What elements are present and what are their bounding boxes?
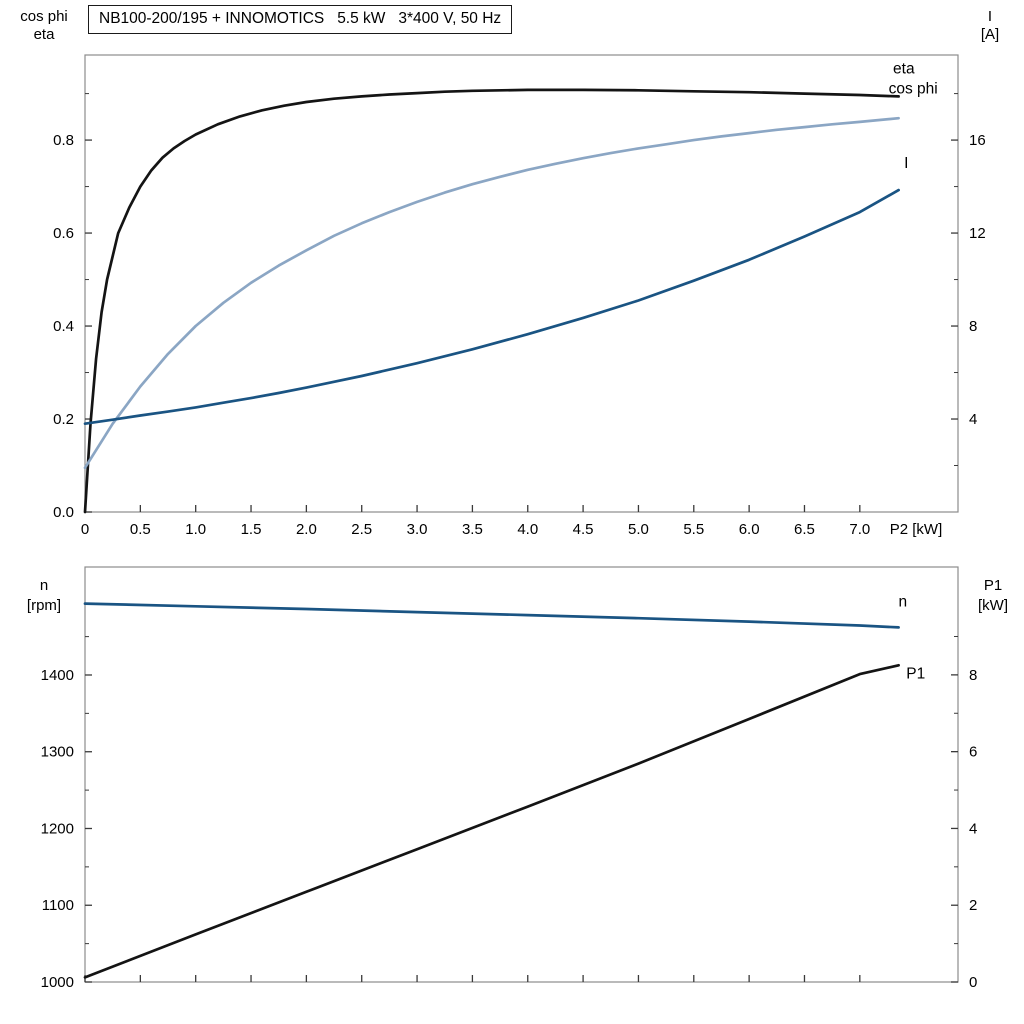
x-tick-label: 2.0 [296,521,317,538]
chart-motor-curves-top: 0 0.5 1.0 1.5 2.0 2.5 3.0 3.5 4.0 4.5 5.0 5.5 6.0 6.5… [20,8,999,538]
x-tick-label: 1.5 [241,521,262,538]
curve-speed [83,602,900,629]
y-right-tick-label: 8 [969,667,977,684]
y-right-tick-label: 4 [969,411,977,428]
y-right-axis-title: [A] [981,26,999,43]
y-left-tick-label: 0.0 [53,504,74,521]
y-right-tick-label: 4 [969,820,977,837]
curve-label-current: I [904,155,908,172]
chart-speed-power-bottom: 1000 1100 1200 1300 1400 0 2 4 6 8 n [rpm] P1 [kW] n P1 [27,566,1008,991]
y-left-tick-label: 0.8 [53,132,74,149]
y-left-axis-title: cos phi [20,8,68,25]
chart-title-box: NB100-200/195 + INNOMOTICS 5.5 kW 3*400 … [88,5,513,34]
x-tick-label: 5.5 [683,521,704,538]
y-left-tick-label: 0.2 [53,411,74,428]
x-tick-label: 3.5 [462,521,483,538]
curve-p1 [83,663,900,979]
y-left-tick-label: 1300 [41,744,74,761]
y-left-axis-title: n [40,577,48,594]
x-tick-label: 3.0 [407,521,428,538]
y-right-tick-label: 8 [969,318,977,335]
y-left-tick-label: 1400 [41,667,74,684]
curve-eta [83,88,900,514]
y-left-axis-title: eta [34,26,56,43]
y-left-tick-label: 0.6 [53,225,74,242]
x-tick-label: 6.0 [739,521,760,538]
x-tick-label: 6.5 [794,521,815,538]
curve-label-cos-phi: cos phi [889,81,938,98]
x-axis-label: P2 [kW] [890,521,943,538]
curve-current [83,188,900,426]
y-right-axis-title: P1 [984,577,1002,594]
x-tick-label: 4.0 [517,521,538,538]
curve-label-speed: n [899,594,908,611]
x-tick-label: 2.5 [351,521,372,538]
y-right-tick-label: 6 [969,744,977,761]
y-left-tick-label: 0.4 [53,318,74,335]
y-right-tick-label: 0 [969,974,977,991]
x-tick-label: 1.0 [185,521,206,538]
x-tick-label: 5.0 [628,521,649,538]
y-right-axis-title: I [988,8,992,25]
y-right-tick-label: 16 [969,132,986,149]
plot-frame [84,54,959,513]
y-left-axis-title: [rpm] [27,597,61,614]
y-right-tick-label: 12 [969,225,986,242]
curve-cos-phi [83,116,900,470]
x-tick-label: 0.5 [130,521,151,538]
y-left-tick-label: 1100 [42,897,74,914]
y-right-tick-label: 2 [969,897,977,914]
y-left-tick-label: 1000 [41,974,74,991]
x-tick-label: 0 [81,521,89,538]
curve-label-eta: eta [893,61,915,78]
curve-label-p1: P1 [906,666,925,683]
plot-frame [84,566,959,983]
y-right-axis-title: [kW] [978,597,1008,614]
x-tick-label: 4.5 [573,521,594,538]
x-tick-label: 7.0 [849,521,870,538]
y-left-tick-label: 1200 [41,820,74,837]
